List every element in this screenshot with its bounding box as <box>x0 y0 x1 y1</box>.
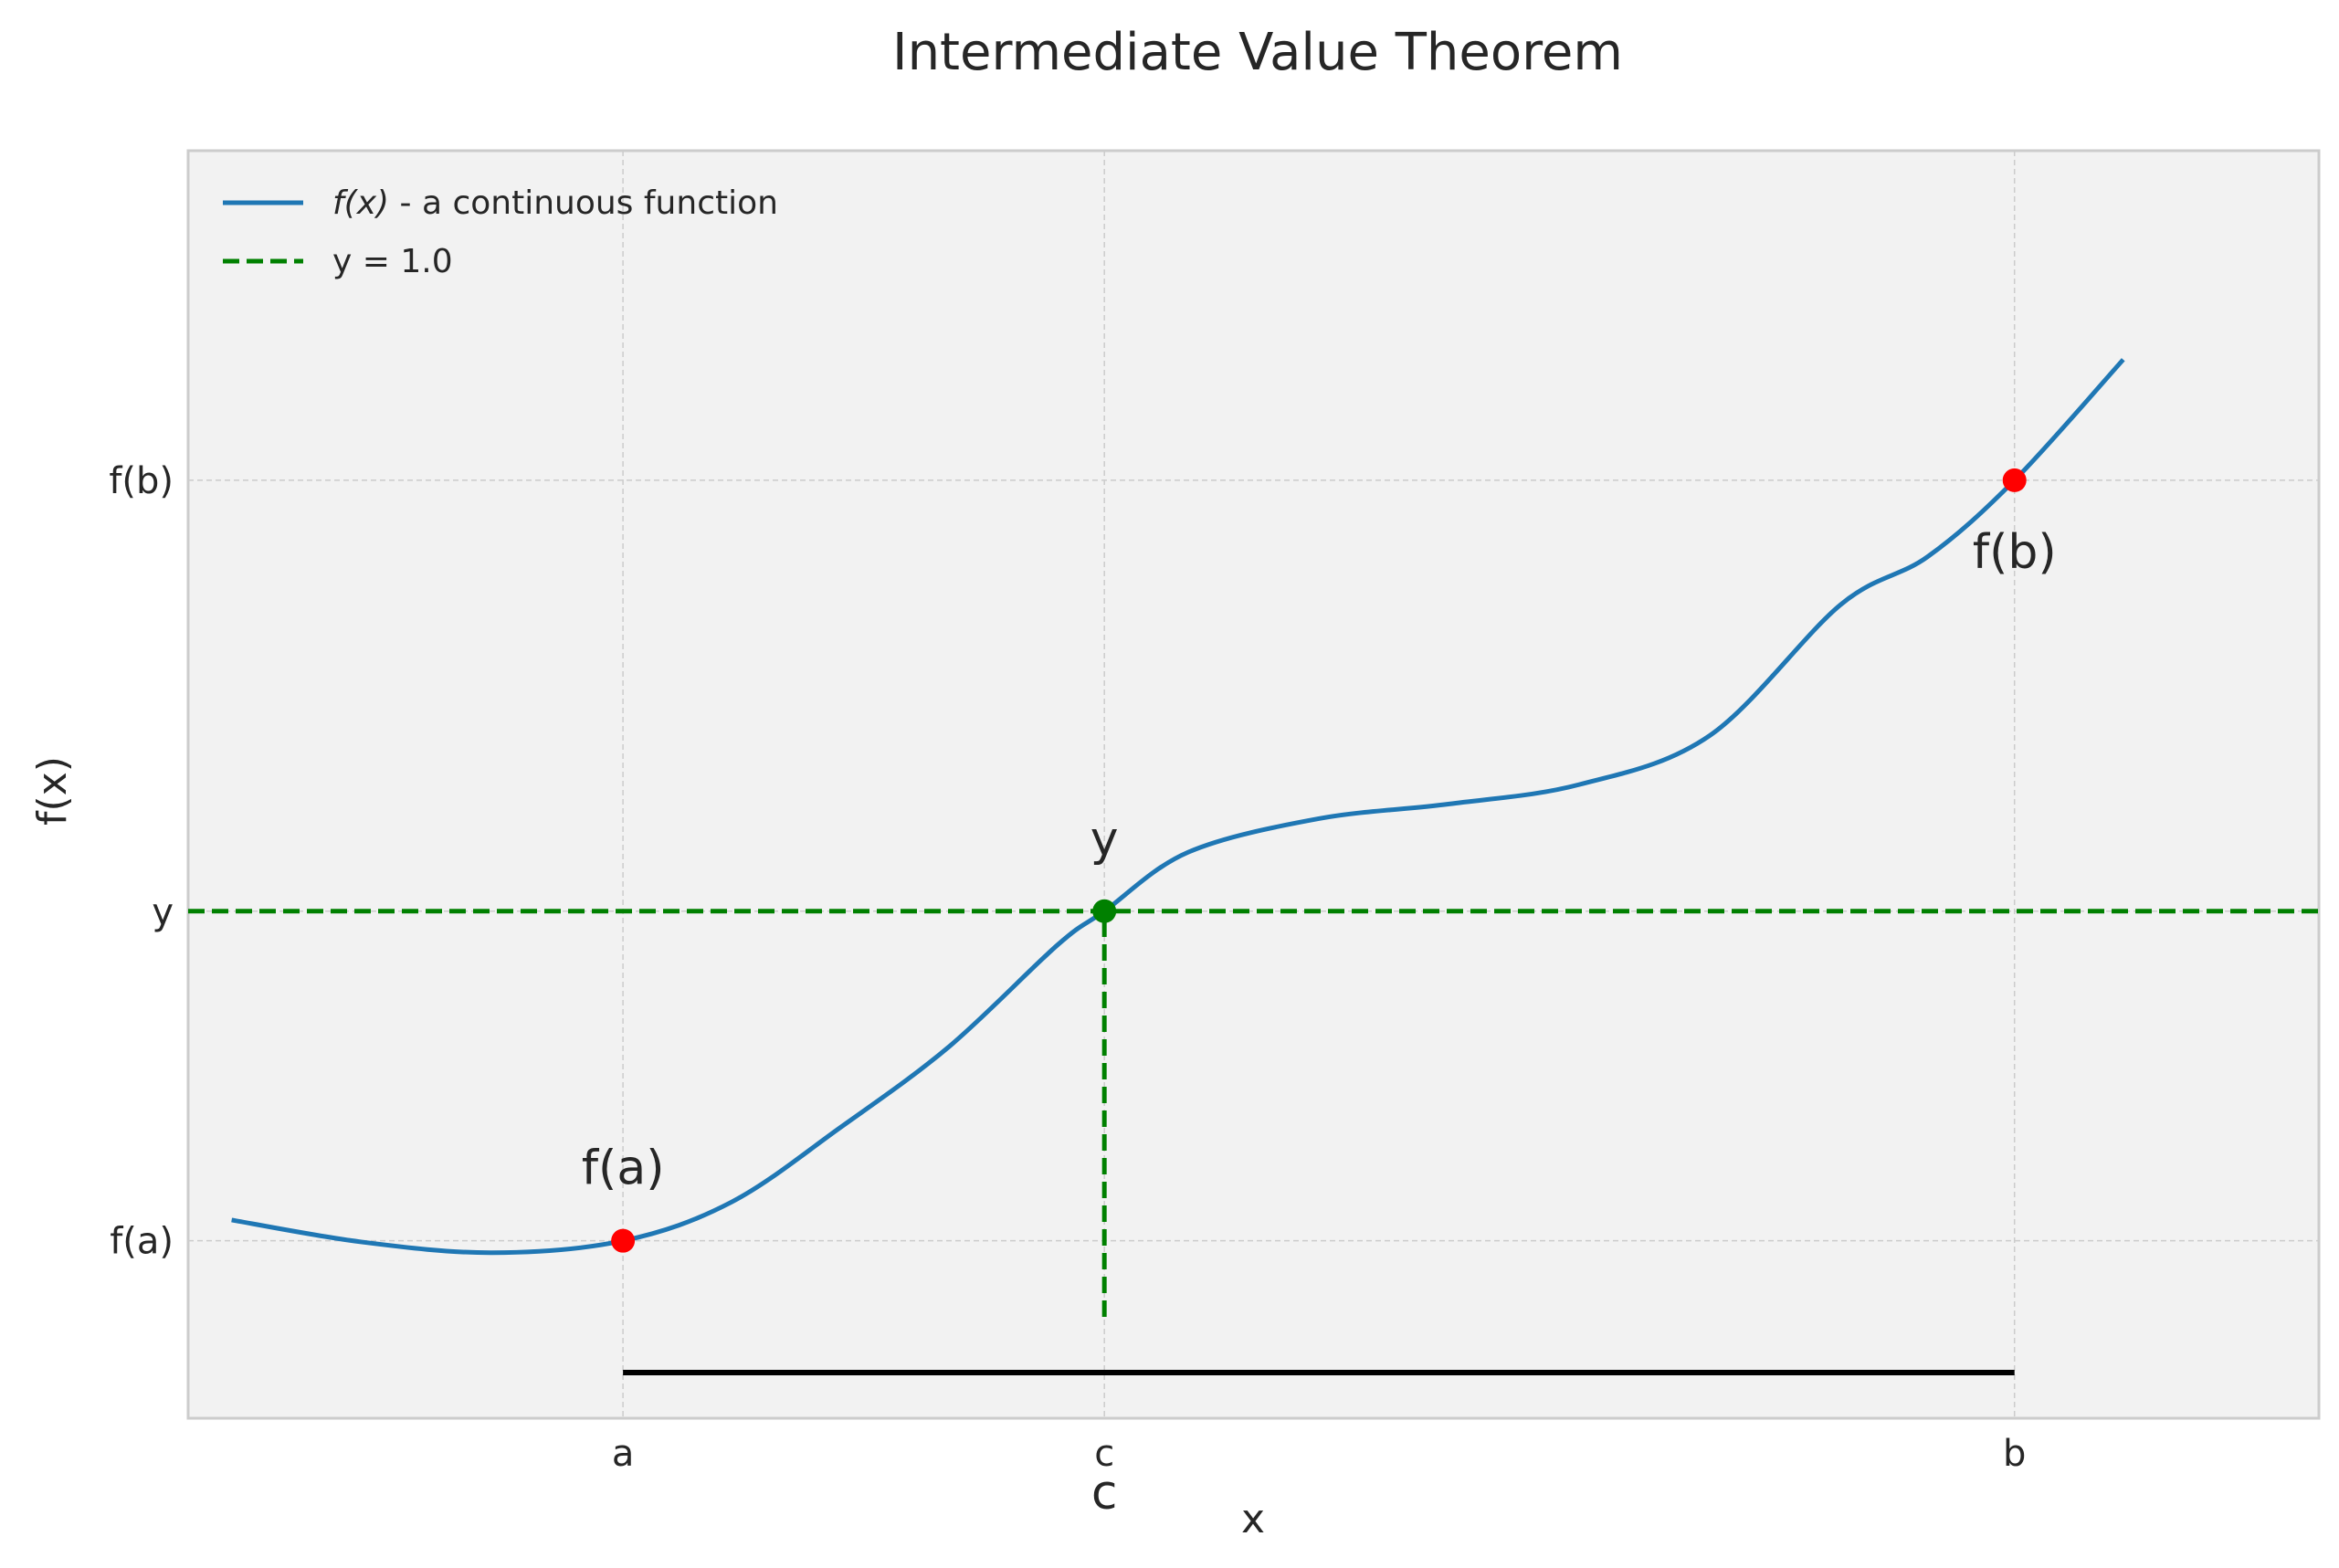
y-tick-labels: f(a) y f(b) <box>109 460 174 1263</box>
point-label: f(a) <box>582 1142 665 1196</box>
point-marker <box>611 1228 636 1253</box>
legend-label-math: f(x) <box>332 184 389 222</box>
grid <box>188 151 2319 1418</box>
point-marker <box>2002 468 2027 492</box>
x-tick-label: b <box>2003 1433 2026 1475</box>
y-axis-label: f(x) <box>29 756 76 826</box>
chart-marks: f(a) y f(b) c <box>188 358 2319 1521</box>
point-label: y <box>1090 812 1119 867</box>
x-axis-label: x <box>1241 1496 1265 1542</box>
y-tick-label: y <box>152 891 174 933</box>
point-marker <box>1092 899 1117 923</box>
below-axis-label: c <box>1091 1466 1118 1521</box>
legend: f(x) - a continuous function y = 1.0 <box>223 184 778 280</box>
y-tick-label: f(a) <box>110 1221 174 1263</box>
x-tick-label: c <box>1094 1433 1114 1475</box>
legend-label-rest: - a continuous function <box>389 184 778 222</box>
x-tick-label: a <box>612 1433 635 1475</box>
plot-area <box>186 149 2321 1420</box>
chart-title: Intermediate Value Theorem <box>892 23 1623 82</box>
legend-label-y-line: y = 1.0 <box>332 243 453 280</box>
point-label: f(b) <box>1973 525 2057 580</box>
legend-label-function: f(x) - a continuous function <box>332 184 778 222</box>
y-tick-label: f(b) <box>109 460 174 502</box>
